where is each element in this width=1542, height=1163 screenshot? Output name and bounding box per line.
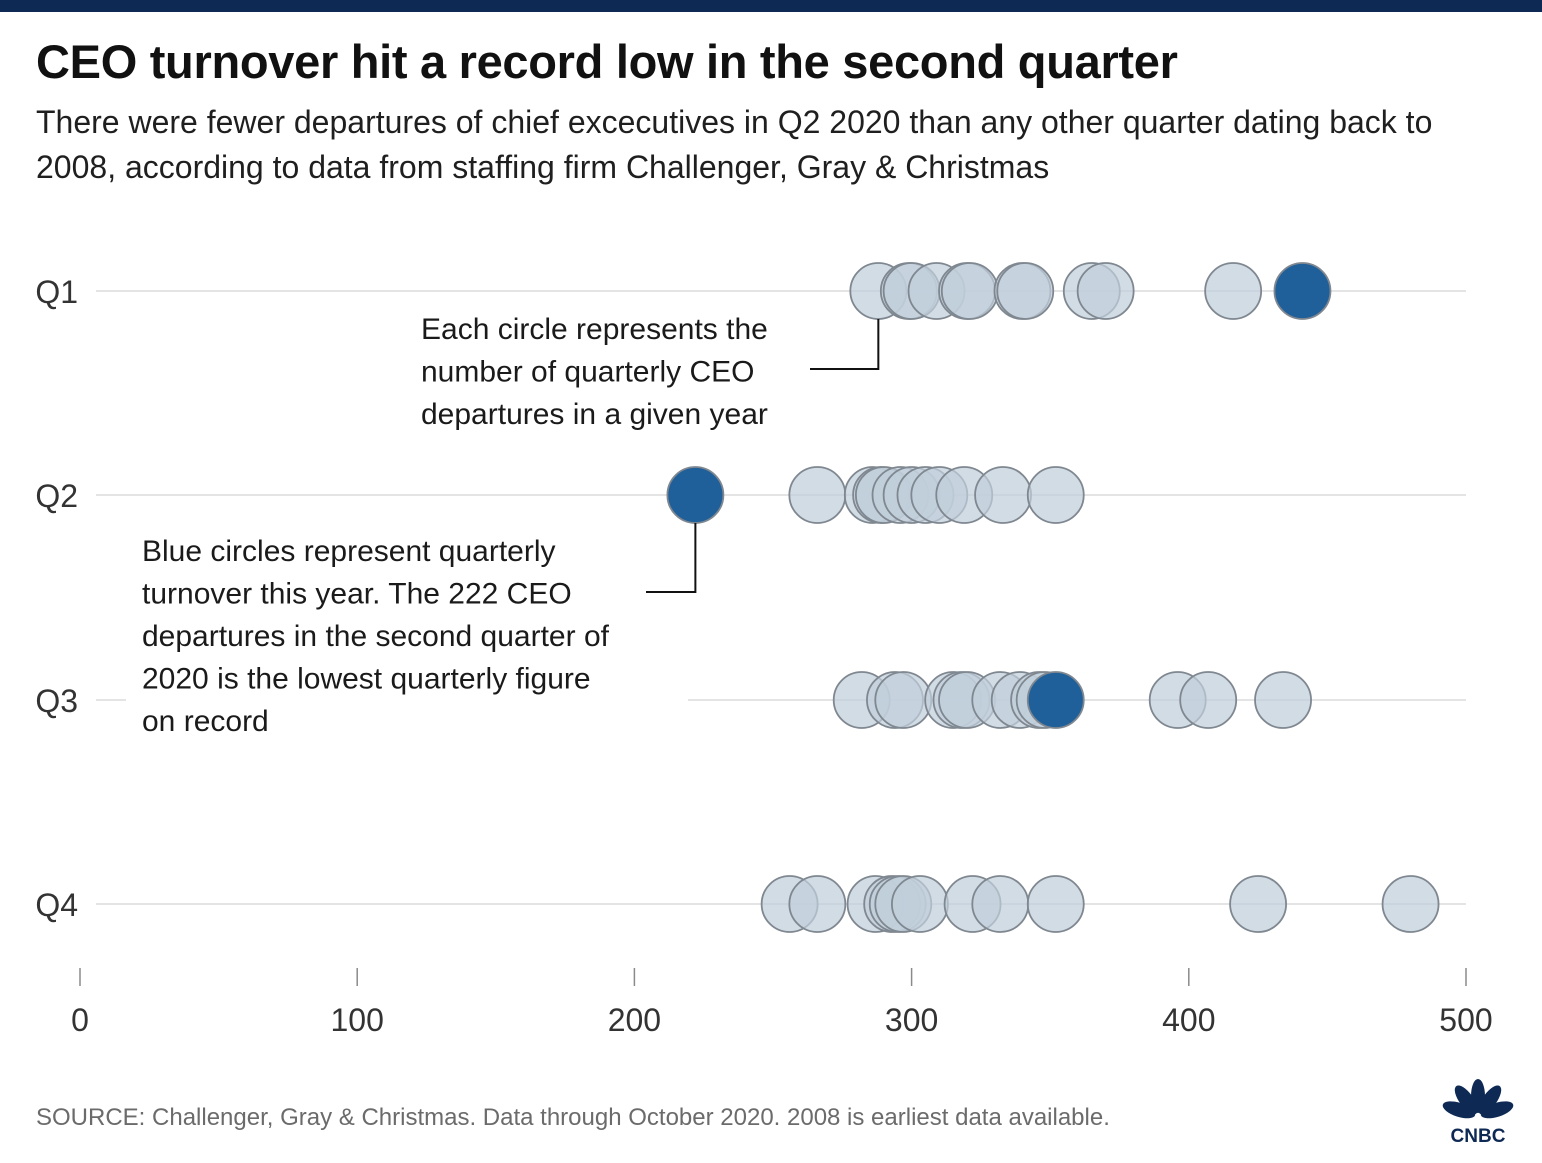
chart-subtitle: There were fewer departures of chief exc… bbox=[36, 104, 1433, 185]
dot-q1 bbox=[940, 262, 999, 320]
annotation-leader-1 bbox=[810, 319, 880, 370]
annotation-1-line: departures in a given year bbox=[421, 398, 768, 431]
source-note: SOURCE: Challenger, Gray & Christmas. Da… bbox=[36, 1104, 1110, 1131]
chart-title: CEO turnover hit a record low in the sec… bbox=[36, 35, 1178, 88]
logo-wordmark: CNBC bbox=[1451, 1126, 1506, 1144]
annotation-1-line: Each circle represents the bbox=[421, 313, 768, 346]
annotation-2-line: turnover this year. The 222 CEO bbox=[142, 578, 572, 611]
annotation-2-line: departures in the second quarter of bbox=[142, 620, 610, 653]
dot-q1 bbox=[1204, 262, 1263, 320]
x-tick-label: 300 bbox=[885, 1002, 938, 1038]
x-tick-label: 0 bbox=[71, 1002, 89, 1038]
x-tick-label: 500 bbox=[1439, 1002, 1492, 1038]
annotation-1-line: number of quarterly CEO bbox=[421, 356, 754, 389]
dot-q2 bbox=[974, 466, 1032, 524]
x-tick-label: 400 bbox=[1162, 1002, 1215, 1038]
row-label-q1: Q1 bbox=[35, 274, 78, 310]
dot-q1 bbox=[1076, 262, 1135, 320]
annotation-2-line: on record bbox=[142, 705, 269, 738]
dot-q4 bbox=[971, 875, 1030, 933]
dot-q1 bbox=[996, 262, 1055, 320]
dot-q2 bbox=[1026, 466, 1085, 524]
row-label-q2: Q2 bbox=[35, 478, 78, 514]
dot-q4 bbox=[1229, 875, 1287, 933]
cnbc-peacock-logo: CNBC bbox=[1442, 1079, 1514, 1144]
dot-current-q2 bbox=[666, 466, 725, 524]
dot-q4 bbox=[1381, 875, 1440, 933]
x-tick-label: 100 bbox=[331, 1002, 384, 1038]
dot-q3 bbox=[874, 671, 933, 729]
dot-current-q1 bbox=[1273, 262, 1332, 320]
annotation-2-line: 2020 is the lowest quarterly figure bbox=[142, 663, 591, 696]
annotation-background bbox=[126, 530, 688, 740]
dot-q4 bbox=[788, 875, 847, 933]
dot-q4 bbox=[891, 875, 949, 933]
dot-q3 bbox=[1254, 671, 1312, 729]
header-bar bbox=[0, 0, 1542, 12]
row-label-q3: Q3 bbox=[35, 683, 78, 719]
dot-q3 bbox=[1179, 671, 1238, 729]
annotation-leader-2 bbox=[646, 523, 697, 593]
annotation-2-line: Blue circles represent quarterly bbox=[142, 535, 556, 568]
x-tick-label: 200 bbox=[608, 1002, 661, 1038]
row-label-q4: Q4 bbox=[35, 887, 78, 923]
dot-current-q3 bbox=[1026, 671, 1085, 729]
dot-q2 bbox=[788, 466, 847, 524]
dot-q4 bbox=[1026, 875, 1085, 933]
